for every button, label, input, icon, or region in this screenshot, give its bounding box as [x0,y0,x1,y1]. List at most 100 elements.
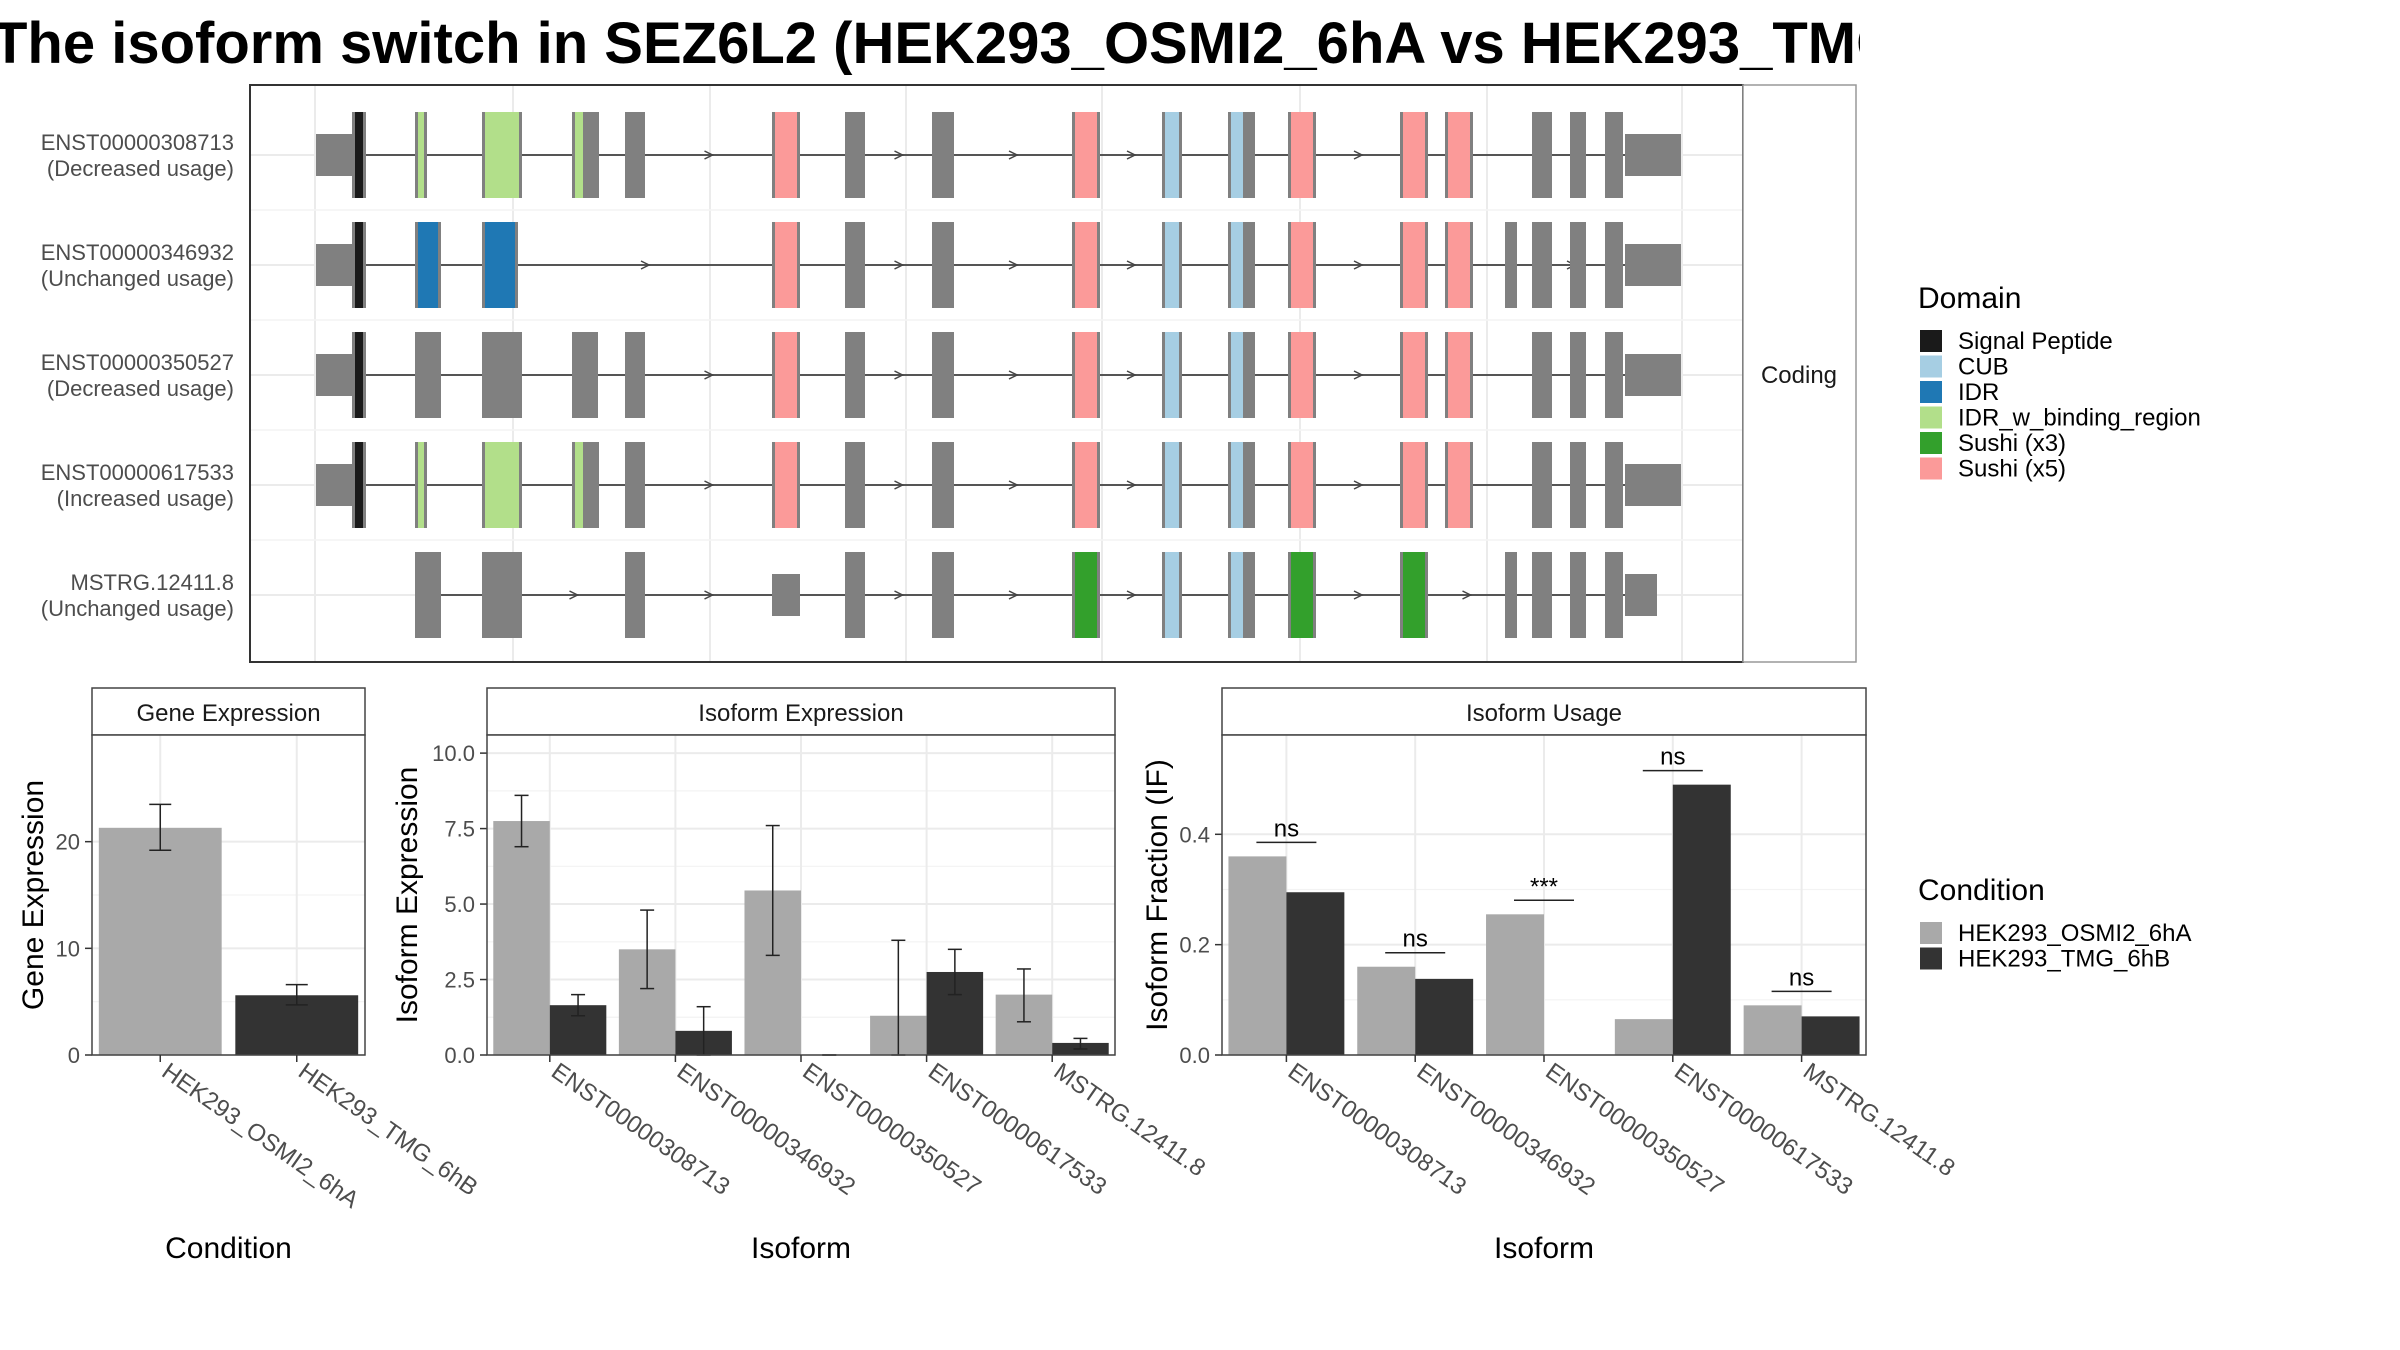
exon [625,332,645,418]
domain-legend-label: IDR_w_binding_region [1958,405,2201,432]
chart-title: Isoform Expression [698,700,903,727]
y-axis-title: Isoform Expression [391,767,424,1024]
bar-HEK293_OSMI2_6hA [493,821,550,1055]
bar-HEK293_OSMI2_6hA [1357,966,1416,1055]
strand-arrow [1353,150,1364,160]
exon [1505,552,1517,638]
domain-idr-w-binding-region [485,112,519,198]
strand-arrow [1008,150,1019,160]
exon [932,552,954,638]
x-axis-title: Isoform [751,1232,851,1265]
domain-cub [1231,222,1243,308]
exon [1605,442,1623,528]
exon [1605,222,1623,308]
domain-legend-title: Domain [1918,282,2021,315]
domain-cub [1231,332,1243,418]
domain-sushi-x5- [1291,332,1313,418]
exon [845,112,865,198]
transcript-model-ENST00000350527 [316,332,1681,418]
exon [625,442,645,528]
domain-sushi-x3- [1403,552,1425,638]
exon [1532,112,1552,198]
exon [1505,222,1517,308]
exon [572,332,598,418]
exon [845,442,865,528]
y-axis-title: Gene Expression [17,780,50,1010]
plot-border [91,734,366,1056]
transcript-usage-label: (Unchanged usage) [41,596,234,621]
exon [1625,134,1681,176]
significance-label: ns [1274,815,1299,842]
strand-arrow [704,590,715,600]
x-axis-title: Condition [165,1232,292,1265]
condition-legend-swatch [1920,922,1942,944]
strand-arrow [640,260,651,270]
domain-sushi-x5- [1403,222,1425,308]
significance-label: *** [1530,873,1558,900]
y-tick-label: 5.0 [444,892,475,917]
figure-title: The isoform switch in SEZ6L2 (HEK293_OSM… [0,11,1860,76]
bar-HEK293_TMG_6hB [1672,784,1731,1055]
strand-arrow [1008,480,1019,490]
y-tick-label: 10.0 [432,741,475,766]
chart-strip [91,687,366,736]
exon [625,552,645,638]
domain-sushi-x5- [775,332,797,418]
domain-sushi-x5- [1448,332,1470,418]
domain-legend-swatch [1920,406,1942,429]
domain-sushi-x5- [1075,332,1097,418]
domain-sushi-x5- [1291,112,1313,198]
exon [1605,552,1623,638]
strand-arrow [894,150,905,160]
strand-arrow [894,590,905,600]
domain-sushi-x5- [1448,222,1470,308]
strand-arrow [1462,590,1473,600]
strand-arrow [1126,150,1137,160]
domain-sushi-x3- [1291,552,1313,638]
facet-label-coding: Coding [1761,362,1837,389]
strand-arrow [1353,590,1364,600]
bar-HEK293_TMG_6hB [1801,1016,1860,1055]
domain-idr [418,222,438,308]
strand-arrow [894,260,905,270]
domain-signal-peptide [355,332,363,418]
strand-arrow [1353,480,1364,490]
bar-HEK293_OSMI2_6hA [1486,914,1544,1055]
condition-legend-label: HEK293_TMG_6hB [1958,946,2170,973]
strand-arrow [1008,590,1019,600]
exon [1570,552,1586,638]
domain-idr-w-binding-region [418,112,424,198]
figure-title-container: The isoform switch in SEZ6L2 (HEK293_OSM… [0,10,1860,80]
condition-legend-label: HEK293_OSMI2_6hA [1958,920,2191,947]
exon [1605,112,1623,198]
exon [585,442,599,528]
domain-legend-label: Sushi (x5) [1958,456,2066,483]
exon [482,552,522,638]
exon [1532,552,1552,638]
exon [585,112,599,198]
exon [1625,354,1681,396]
y-tick-label: 10 [56,936,80,961]
transcript-label: ENST00000617533 [41,460,234,485]
transcript-label: ENST00000346932 [41,240,234,265]
domain-legend-swatch [1920,330,1942,352]
exon [845,552,865,638]
y-tick-label: 20 [56,830,80,855]
exon [482,332,522,418]
exon [1625,464,1681,506]
strand-arrow [1126,370,1137,380]
y-tick-label: 0.2 [1179,933,1210,958]
exon [1625,244,1681,286]
exon [845,332,865,418]
exon [932,112,954,198]
transcript-label: ENST00000308713 [41,130,234,155]
domain-cub [1231,442,1243,528]
charts: Gene Expression01020HEK293_OSMI2_6hAHEK2… [17,687,1960,1265]
bar-HEK293_TMG_6hB [1286,892,1345,1055]
exon [316,354,352,396]
exon [1245,442,1255,528]
bar-HEK293_OSMI2_6hA [1743,1005,1802,1055]
domain-sushi-x5- [1448,112,1470,198]
condition-legend-title: Condition [1918,874,2045,907]
